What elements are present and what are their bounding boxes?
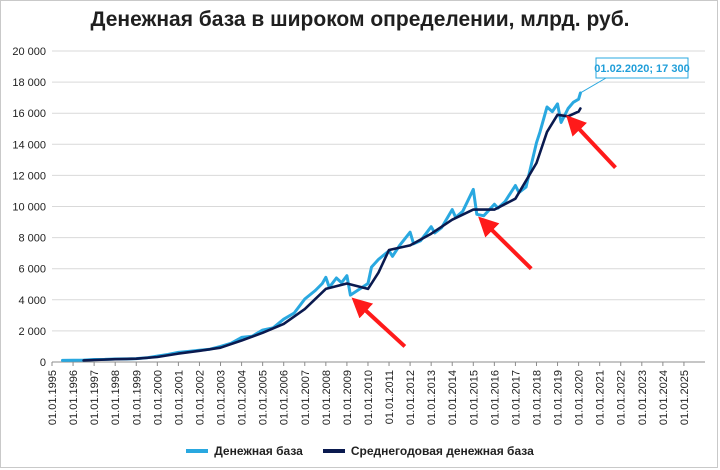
legend-item-money-base: Денежная база: [186, 444, 303, 458]
series: [61, 91, 582, 362]
x-tick-label: 01.01.2005: [258, 370, 270, 425]
x-tick-label: 01.01.2012: [405, 370, 417, 425]
arrows: [351, 115, 617, 348]
y-tick-label: 8 000: [18, 233, 46, 245]
y-tick-label: 0: [40, 357, 46, 369]
x-tick-label: 01.01.2017: [510, 370, 522, 425]
x-tick-label: 01.01.2020: [574, 370, 586, 425]
grid: [52, 50, 705, 363]
annotations: 01.02.2020; 17 300: [580, 57, 690, 94]
y-tick-label: 20 000: [12, 46, 46, 58]
chart-title: Денежная база в широком определении, млр…: [90, 8, 630, 31]
legend-swatch-average-money-base: [322, 449, 345, 453]
x-tick-label: 01.01.2025: [679, 370, 691, 425]
x-tick-label: 01.01.2002: [194, 370, 206, 425]
x-tick-label: 01.01.2000: [152, 370, 164, 425]
x-tick-label: 01.01.2013: [426, 370, 438, 425]
x-tick-label: 01.01.2022: [616, 370, 628, 425]
x-tick-label: 01.01.2015: [468, 370, 480, 425]
callout-label: 01.02.2020; 17 300: [594, 63, 689, 75]
x-tick-label: 01.01.1995: [47, 370, 59, 425]
x-tick-label: 01.01.2014: [447, 370, 459, 425]
x-tick-label: 01.01.2007: [300, 370, 312, 425]
x-tick-label: 01.01.1999: [131, 370, 143, 425]
x-tick-label: 01.01.2023: [637, 370, 649, 425]
legend-swatch-money-base: [186, 449, 209, 453]
x-tick-label: 01.01.2019: [553, 370, 565, 425]
legend-label-average-money-base: Среднегодовая денежная база: [350, 444, 534, 458]
x-tick-label: 01.01.2001: [173, 370, 185, 425]
x-tick-label: 01.01.1996: [68, 370, 80, 425]
x-tick-label: 01.01.2011: [384, 370, 396, 424]
callout-box: [595, 57, 689, 79]
x-tick-label: 01.01.2021: [595, 370, 607, 425]
annotation-arrow: [566, 115, 617, 169]
annotation-arrow: [351, 297, 407, 348]
x-tick-label: 01.01.2004: [237, 370, 249, 425]
legend-label-money-base: Денежная база: [214, 444, 303, 458]
axes: 0 2 000 4 000 6 000 8 000 10 000 12 000 14 000 1…: [12, 46, 705, 425]
x-tick-label: 01.01.2009: [342, 370, 354, 425]
y-tick-label: 6 000: [18, 264, 46, 276]
y-tick-label: 14 000: [12, 139, 46, 151]
x-tick-label: 01.01.2018: [531, 370, 543, 425]
x-tick-label: 01.01.2016: [489, 370, 501, 425]
x-tick-label: 01.01.1997: [89, 370, 101, 425]
y-tick-label: 12 000: [12, 170, 46, 182]
y-tick-label: 18 000: [12, 77, 46, 89]
x-tick-label: 01.01.2008: [321, 370, 333, 425]
x-tick-label: 01.01.2024: [658, 370, 670, 425]
callout-leader: [580, 77, 607, 94]
series-line-average-money-base: [82, 107, 582, 362]
series-line-money-base: [61, 91, 582, 362]
legend-item-average-money-base: Среднегодовая денежная база: [322, 444, 534, 458]
x-tick-label: 01.01.1998: [110, 370, 122, 425]
y-tick-label: 10 000: [12, 202, 46, 214]
x-tick-label: 01.01.2010: [363, 370, 375, 425]
x-tick-label: 01.01.2006: [279, 370, 291, 425]
annotation-arrow: [478, 216, 533, 271]
y-tick-label: 4 000: [18, 295, 46, 307]
legend: Денежная база Среднегодовая денежная баз…: [0, 444, 720, 458]
y-tick-label: 16 000: [12, 108, 46, 120]
y-tick-label: 2 000: [18, 326, 46, 338]
x-tick-label: 01.01.2003: [216, 370, 228, 425]
